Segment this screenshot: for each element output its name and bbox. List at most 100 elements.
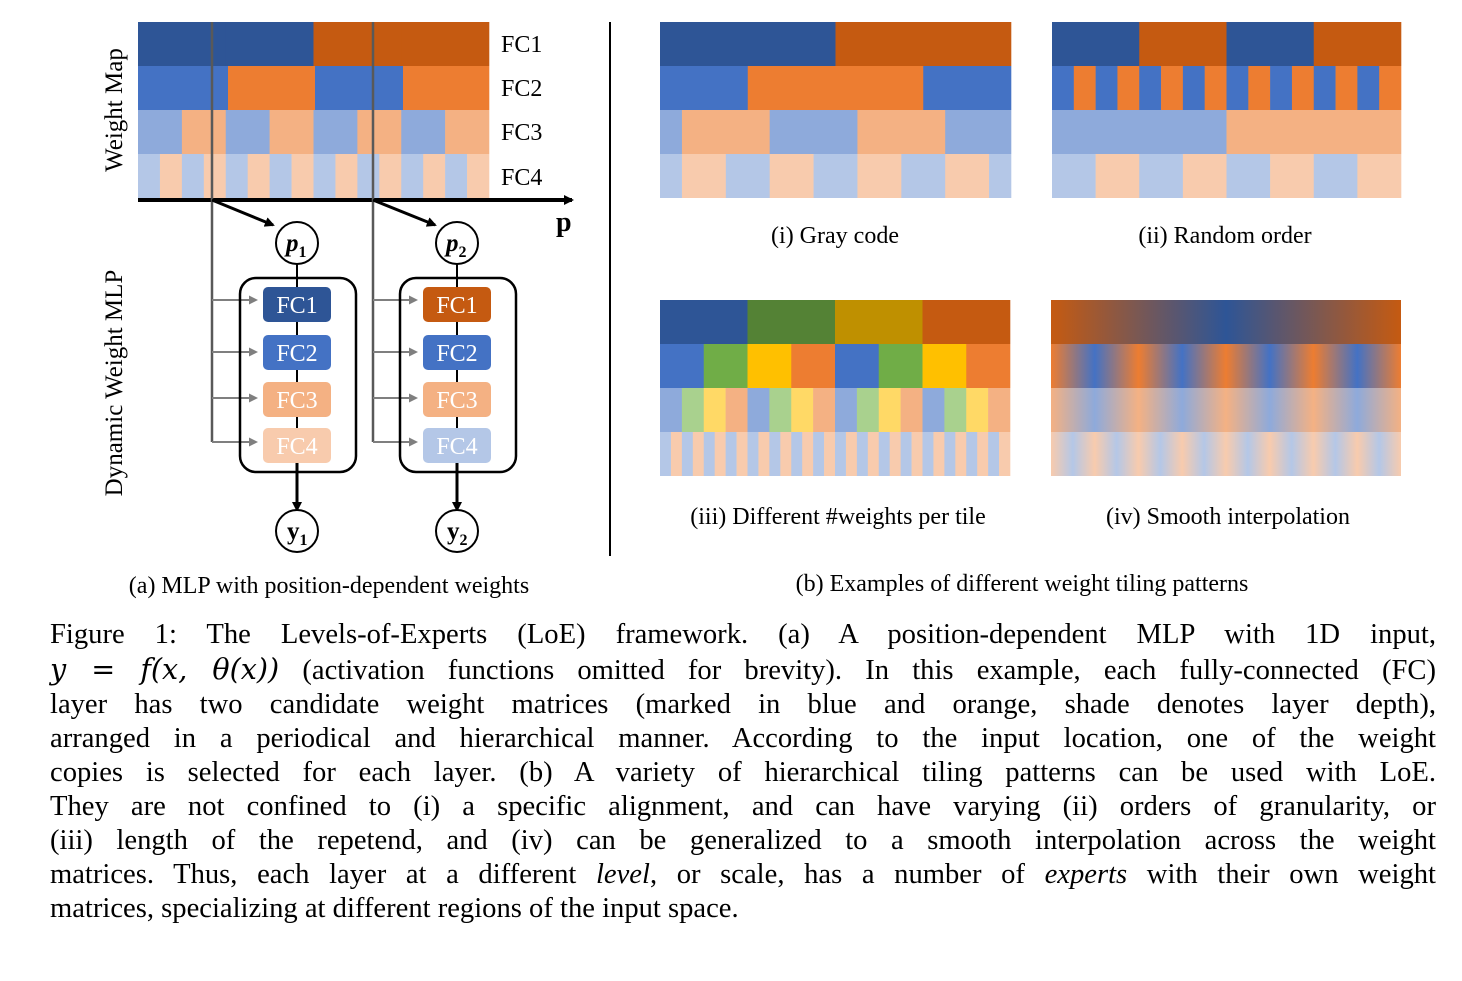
weight-tile — [1052, 22, 1140, 66]
weight-tile — [955, 432, 967, 476]
weight-tile — [769, 154, 814, 198]
weight-tile — [1335, 66, 1358, 110]
mlp-1-fc2 — [263, 335, 331, 370]
weight-tile — [813, 388, 836, 432]
weight-tile — [681, 110, 770, 154]
weight-tile — [1357, 154, 1402, 198]
weight-tile — [1139, 66, 1162, 110]
weight-tile — [445, 110, 490, 154]
weight-tile — [878, 432, 890, 476]
example-caption-i: (i) Gray code — [771, 223, 899, 249]
weight-tile — [1052, 66, 1075, 110]
weight-tile — [845, 432, 858, 476]
weight-tile — [1226, 154, 1271, 198]
example-caption-iii: (iii) Different #weights per tile — [690, 504, 985, 530]
weight-tile — [291, 154, 314, 198]
weight-tile — [1270, 66, 1293, 110]
row-label-fc2: FC2 — [501, 76, 542, 102]
weight-tile — [357, 154, 380, 198]
example-gray-code — [660, 22, 1012, 198]
weight-tile — [181, 110, 227, 154]
weight-tile — [692, 432, 705, 476]
mlp-2-fc4 — [423, 428, 491, 463]
weight-tile — [824, 432, 836, 476]
row-label-fc3: FC3 — [501, 120, 542, 146]
weight-tile — [747, 432, 759, 476]
weight-tile — [1204, 66, 1227, 110]
weight-tile — [922, 300, 1011, 344]
weight-tile — [401, 22, 490, 66]
caption-line: (iii) length of the repetend, and (iv) c… — [50, 825, 1436, 856]
example-smooth-interpolation — [1051, 300, 1401, 476]
weight-tile — [966, 432, 978, 476]
weight-tile — [725, 154, 770, 198]
weight-tile — [138, 154, 161, 198]
output-subscript: 1 — [300, 532, 308, 549]
mlp-1-fc1 — [263, 287, 331, 322]
weight-map — [138, 22, 490, 198]
weight-tile — [966, 344, 1011, 388]
weight-tile — [403, 66, 490, 110]
svg-text:y2: y2 — [447, 518, 468, 549]
weight-tile — [945, 110, 1012, 154]
weight-tile — [703, 344, 748, 388]
weight-tile — [357, 110, 402, 154]
weight-tile — [725, 432, 737, 476]
weight-tile — [401, 154, 424, 198]
mlp-1-fc2-label: FC2 — [276, 341, 317, 367]
svg-text:p2: p2 — [444, 230, 467, 261]
weight-tile — [1161, 66, 1184, 110]
input-arrow-1 — [211, 198, 275, 227]
weight-tile — [802, 432, 814, 476]
mlp-1-fc4 — [263, 428, 331, 463]
weight-tile — [966, 388, 989, 432]
row-label-fc4: FC4 — [501, 165, 542, 191]
weight-tile — [138, 66, 229, 110]
weight-tile — [660, 66, 749, 110]
input-symbol: p — [284, 230, 299, 257]
position-axis-label: p — [556, 207, 572, 238]
weight-tile — [901, 154, 946, 198]
weight-tile — [944, 388, 967, 432]
weight-tile — [660, 300, 748, 344]
panel-b-caption: (b) Examples of different weight tiling … — [796, 571, 1249, 597]
weight-tile — [856, 432, 869, 476]
weight-tile — [1182, 66, 1205, 110]
mlp-2-fc3-label: FC3 — [436, 388, 477, 414]
weight-tile — [1291, 66, 1315, 110]
weight-tile — [835, 344, 880, 388]
weight-tile — [758, 432, 770, 476]
mlp-1-fc1-label: FC1 — [276, 293, 317, 319]
output-node-y1 — [275, 509, 319, 553]
example-different-weights — [660, 300, 1011, 476]
weight-tile — [747, 66, 924, 110]
output-symbol: y — [447, 518, 460, 545]
weight-tile — [889, 432, 901, 476]
position-lines — [210, 22, 375, 442]
mlp-2-fc1-label: FC1 — [436, 293, 477, 319]
weight-tile — [660, 344, 705, 388]
weight-tile — [181, 154, 205, 198]
weight-tile — [681, 154, 727, 198]
weight-tile — [203, 154, 227, 198]
mlp-2-fc2 — [423, 335, 491, 370]
weight-tile — [1226, 110, 1402, 154]
weight-branches — [212, 295, 418, 447]
weight-tile — [1379, 66, 1402, 110]
input-symbol: p — [444, 230, 459, 257]
mlp-2-fc2-label: FC2 — [436, 341, 477, 367]
weight-tile — [681, 432, 694, 476]
weight-tile — [999, 432, 1011, 476]
weight-tile — [769, 432, 781, 476]
weight-tile — [769, 110, 858, 154]
weight-tile — [878, 344, 923, 388]
weight-tile — [660, 432, 672, 476]
mlp-1-fc3 — [263, 382, 331, 417]
weight-tile — [1139, 154, 1184, 198]
weight-tile — [977, 432, 989, 476]
weight-tile — [660, 110, 683, 154]
weight-tile — [736, 432, 748, 476]
caption-line: matrices, specializing at different regi… — [50, 893, 739, 924]
weight-tile — [900, 388, 923, 432]
weight-tile — [813, 432, 825, 476]
